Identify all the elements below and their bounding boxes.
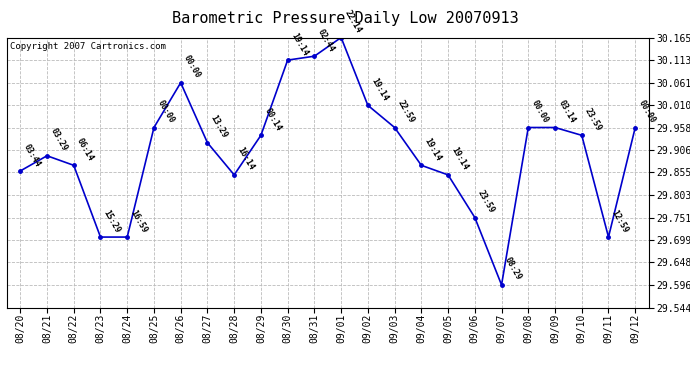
Text: 12:59: 12:59 xyxy=(610,208,630,234)
Text: 16:59: 16:59 xyxy=(128,208,149,234)
Text: 03:44: 03:44 xyxy=(21,142,42,168)
Text: 02:44: 02:44 xyxy=(316,27,336,53)
Text: Copyright 2007 Cartronics.com: Copyright 2007 Cartronics.com xyxy=(10,42,166,51)
Text: 22:14: 22:14 xyxy=(342,9,363,35)
Text: 08:29: 08:29 xyxy=(503,256,523,282)
Text: 22:59: 22:59 xyxy=(396,99,416,125)
Text: 00:00: 00:00 xyxy=(530,99,550,125)
Text: 00:00: 00:00 xyxy=(637,99,657,125)
Text: 15:29: 15:29 xyxy=(102,208,122,234)
Text: 19:14: 19:14 xyxy=(423,136,443,162)
Text: 03:29: 03:29 xyxy=(48,127,69,153)
Text: 00:00: 00:00 xyxy=(155,99,176,125)
Text: Barometric Pressure Daily Low 20070913: Barometric Pressure Daily Low 20070913 xyxy=(172,11,518,26)
Text: 00:14: 00:14 xyxy=(262,106,283,132)
Text: 00:00: 00:00 xyxy=(182,54,202,80)
Text: 23:59: 23:59 xyxy=(583,106,604,132)
Text: 03:14: 03:14 xyxy=(556,99,577,125)
Text: 19:14: 19:14 xyxy=(369,76,390,102)
Text: 23:59: 23:59 xyxy=(476,189,497,215)
Text: 06:14: 06:14 xyxy=(75,136,95,162)
Text: 16:14: 16:14 xyxy=(235,146,256,172)
Text: 19:14: 19:14 xyxy=(289,31,309,57)
Text: 19:14: 19:14 xyxy=(449,146,470,172)
Text: 13:29: 13:29 xyxy=(209,114,229,140)
